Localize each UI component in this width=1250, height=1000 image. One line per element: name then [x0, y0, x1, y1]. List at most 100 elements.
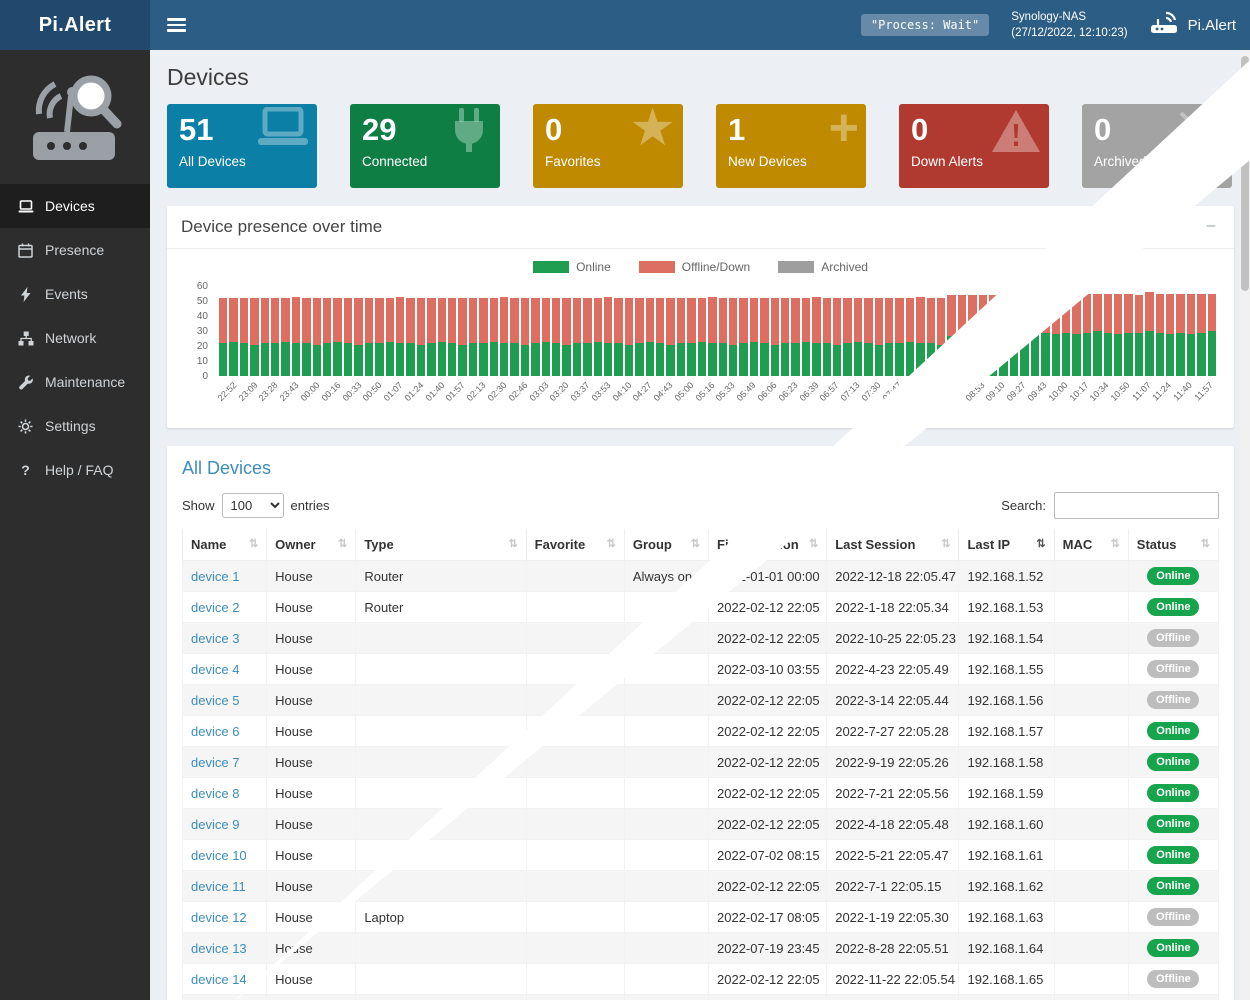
chart-bar	[406, 298, 415, 376]
x-tick-label: 11:24	[1150, 380, 1174, 403]
chart-bar	[1176, 293, 1185, 376]
column-header-status[interactable]: Status ⇅	[1127, 529, 1220, 561]
column-header-favorite[interactable]: Favorite ⇅	[525, 529, 625, 561]
device-link[interactable]: device 14	[191, 971, 247, 987]
stat-card-new-devices[interactable]: 1 New Devices +	[716, 104, 866, 188]
entries-select[interactable]: 100	[221, 493, 284, 518]
device-row: device 1 House Router Always on 2021-01-01 0…	[181, 560, 1220, 592]
search-input[interactable]	[1054, 492, 1219, 519]
device-link[interactable]: device 11	[191, 878, 246, 894]
device-group-cell	[623, 963, 710, 995]
column-header-last-session[interactable]: Last Session ⇅	[826, 529, 960, 561]
device-owner-cell: House	[266, 963, 357, 995]
x-tick-label: 08:53	[963, 380, 987, 404]
sidebar-item-devices[interactable]: Devices	[0, 184, 150, 228]
device-status-cell: Online	[1127, 932, 1220, 964]
device-status-cell: Offline	[1127, 901, 1220, 933]
device-group-cell	[623, 746, 710, 778]
device-link[interactable]: device 13	[191, 940, 247, 956]
show-label: Show	[182, 498, 215, 513]
devices-table-body: device 1 House Router Always on 2021-01-01 0…	[181, 560, 1220, 1000]
main-content: Devices 51 All Devices 29 Connected 0 Fa…	[150, 50, 1250, 1000]
device-last-ip-cell: 192.168.1.56	[958, 684, 1055, 716]
device-owner-cell: House	[266, 839, 357, 871]
chart-bar	[1030, 293, 1040, 376]
device-link[interactable]: device 9	[191, 816, 240, 832]
chart-bar	[541, 298, 550, 376]
stat-card-down-alerts[interactable]: 0 Down Alerts	[899, 104, 1049, 188]
x-tick-label: 03:37	[568, 380, 592, 404]
sidebar-item-settings[interactable]: Settings	[0, 404, 150, 448]
status-badge: Online	[1147, 567, 1200, 585]
column-header-first-session[interactable]: First Session ⇅	[707, 529, 828, 561]
x-tick-label: 02:13	[464, 380, 488, 404]
column-header-owner[interactable]: Owner ⇅	[266, 529, 357, 561]
device-link[interactable]: device 10	[191, 847, 247, 863]
y-tick-label: 10	[196, 356, 208, 367]
device-group-cell	[623, 622, 710, 654]
scrollbar-thumb[interactable]	[1241, 56, 1249, 291]
device-last-session-cell: 2022-7-21 22:05.56	[826, 777, 960, 809]
device-name-cell: device 5	[181, 684, 268, 716]
device-last-session-cell: 2022-1-18 22:05.34	[826, 591, 960, 623]
x-tick-label: 09:10	[984, 380, 1008, 404]
chart-bar	[843, 298, 852, 376]
device-link[interactable]: device 1	[191, 568, 240, 584]
device-last-ip-cell: 192.168.1.65	[958, 963, 1055, 995]
legend-item[interactable]: Archived	[778, 260, 868, 274]
status-badge: Offline	[1147, 629, 1200, 647]
device-link[interactable]: device 2	[191, 599, 240, 615]
device-name-cell: device 13	[181, 932, 268, 964]
chart-bar	[926, 298, 936, 376]
sitemap-icon	[17, 331, 34, 346]
column-header-last-ip[interactable]: Last IP ⇅	[958, 529, 1055, 561]
sidebar-item-maintenance[interactable]: Maintenance	[0, 360, 150, 404]
device-link[interactable]: device 8	[191, 785, 240, 801]
x-tick-label: 07:30	[859, 380, 883, 404]
device-link[interactable]: device 5	[191, 692, 240, 708]
device-link[interactable]: device 3	[191, 630, 240, 646]
chart-bar	[1009, 293, 1019, 376]
stat-card-archived[interactable]: 0 Archived	[1082, 104, 1232, 188]
status-badge: Online	[1147, 815, 1200, 833]
device-last-session-cell: 2022-5-21 22:05.47	[826, 839, 960, 871]
search-label: Search:	[1001, 498, 1046, 513]
sidebar-item-help[interactable]: ? Help / FAQ	[0, 448, 150, 492]
stat-card-all-devices[interactable]: 51 All Devices	[167, 104, 317, 188]
status-badge: Online	[1147, 846, 1200, 864]
column-header-type[interactable]: Type ⇅	[355, 529, 527, 561]
device-name-cell: device 14	[181, 994, 268, 1000]
device-group-cell	[623, 653, 710, 685]
column-header-mac[interactable]: MAC ⇅	[1053, 529, 1129, 561]
navbar-brand-right[interactable]: Pi.Alert	[1150, 10, 1236, 40]
device-status-cell: Online	[1127, 808, 1220, 840]
chart-bar	[1041, 295, 1050, 376]
column-header-name[interactable]: Name ⇅	[181, 529, 268, 561]
chart-bar	[281, 298, 290, 376]
stat-card-connected[interactable]: 29 Connected	[350, 104, 500, 188]
device-link[interactable]: device 4	[191, 661, 240, 677]
device-last-session-cell: 2022-9-19 22:05.26	[826, 746, 960, 778]
status-badge: Online	[1147, 784, 1200, 802]
vertical-scrollbar[interactable]	[1240, 50, 1250, 1000]
device-last-session-cell: 2022-7-27 22:05.28	[826, 715, 960, 747]
app-logo[interactable]: Pi.Alert	[0, 0, 150, 50]
top-navbar: Pi.Alert "Process: Wait" Synology-NAS (2…	[0, 0, 1250, 50]
device-link[interactable]: device 7	[191, 754, 240, 770]
sidebar-item-presence[interactable]: Presence	[0, 228, 150, 272]
device-link[interactable]: device 12	[191, 909, 247, 925]
legend-item[interactable]: Offline/Down	[638, 260, 750, 274]
stat-card-favorites[interactable]: 0 Favorites ★	[533, 104, 683, 188]
device-name-cell: device 12	[181, 901, 268, 933]
collapse-icon[interactable]: –	[1206, 217, 1216, 234]
column-header-group[interactable]: Group ⇅	[623, 529, 710, 561]
device-last-ip-cell: 192.168.1.63	[958, 901, 1055, 933]
device-link[interactable]: device 6	[191, 723, 240, 739]
sidebar-toggle-button[interactable]	[167, 18, 186, 32]
device-group-cell	[623, 808, 710, 840]
legend-item[interactable]: Online	[533, 260, 611, 274]
chart-legend: Online Offline/Down Archived	[181, 255, 1220, 286]
sidebar-item-network[interactable]: Network	[0, 316, 150, 360]
archived-icon	[1175, 107, 1225, 157]
sidebar-item-events[interactable]: Events	[0, 272, 150, 316]
